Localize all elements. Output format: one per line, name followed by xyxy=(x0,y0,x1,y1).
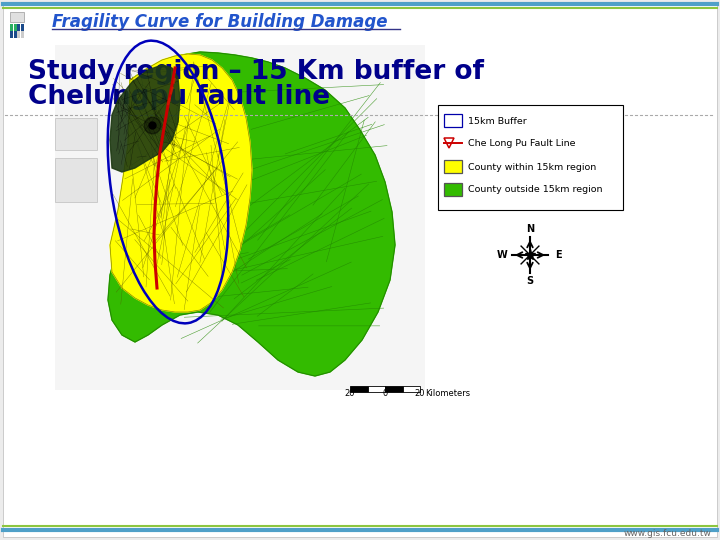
Bar xyxy=(444,114,462,127)
Text: S: S xyxy=(526,276,534,286)
Bar xyxy=(367,386,385,392)
Bar xyxy=(17,24,20,28)
Bar xyxy=(14,35,17,38)
Text: 0: 0 xyxy=(382,389,387,398)
Polygon shape xyxy=(110,54,252,312)
Polygon shape xyxy=(444,138,454,148)
Bar xyxy=(402,386,420,392)
Bar xyxy=(55,158,97,202)
Bar xyxy=(444,160,462,173)
Bar xyxy=(17,31,20,35)
Bar xyxy=(444,183,462,196)
Bar xyxy=(10,31,13,35)
Bar xyxy=(20,31,24,35)
Bar xyxy=(17,28,20,31)
Text: County outside 15km region: County outside 15km region xyxy=(468,186,603,194)
Bar xyxy=(14,24,17,28)
Polygon shape xyxy=(108,52,395,376)
Text: 20: 20 xyxy=(345,389,355,398)
Text: 20: 20 xyxy=(415,389,426,398)
Bar xyxy=(438,105,623,210)
Text: Kilometers: Kilometers xyxy=(425,389,470,398)
Bar xyxy=(55,118,97,150)
Text: www.gis.fcu.edu.tw: www.gis.fcu.edu.tw xyxy=(624,530,712,538)
Text: County within 15km region: County within 15km region xyxy=(468,163,596,172)
Bar xyxy=(350,386,367,392)
Text: Study region – 15 Km buffer of: Study region – 15 Km buffer of xyxy=(28,59,484,85)
Text: N: N xyxy=(526,224,534,234)
Bar xyxy=(20,24,24,28)
Bar xyxy=(10,35,13,38)
Bar xyxy=(14,28,17,31)
Bar xyxy=(20,28,24,31)
Bar xyxy=(20,35,24,38)
Bar xyxy=(55,45,425,390)
Bar xyxy=(385,386,402,392)
Text: 15km Buffer: 15km Buffer xyxy=(468,117,527,125)
Bar xyxy=(10,28,13,31)
Text: Che Long Pu Fault Line: Che Long Pu Fault Line xyxy=(468,139,575,148)
Text: Fragility Curve for Building Damage: Fragility Curve for Building Damage xyxy=(52,13,387,31)
Text: E: E xyxy=(554,250,562,260)
Bar xyxy=(10,24,13,28)
Bar xyxy=(10,12,24,22)
Text: W: W xyxy=(497,250,508,260)
Bar xyxy=(17,35,20,38)
Polygon shape xyxy=(110,65,180,172)
Bar xyxy=(14,31,17,35)
Text: Chelungpu fault line: Chelungpu fault line xyxy=(28,84,330,110)
